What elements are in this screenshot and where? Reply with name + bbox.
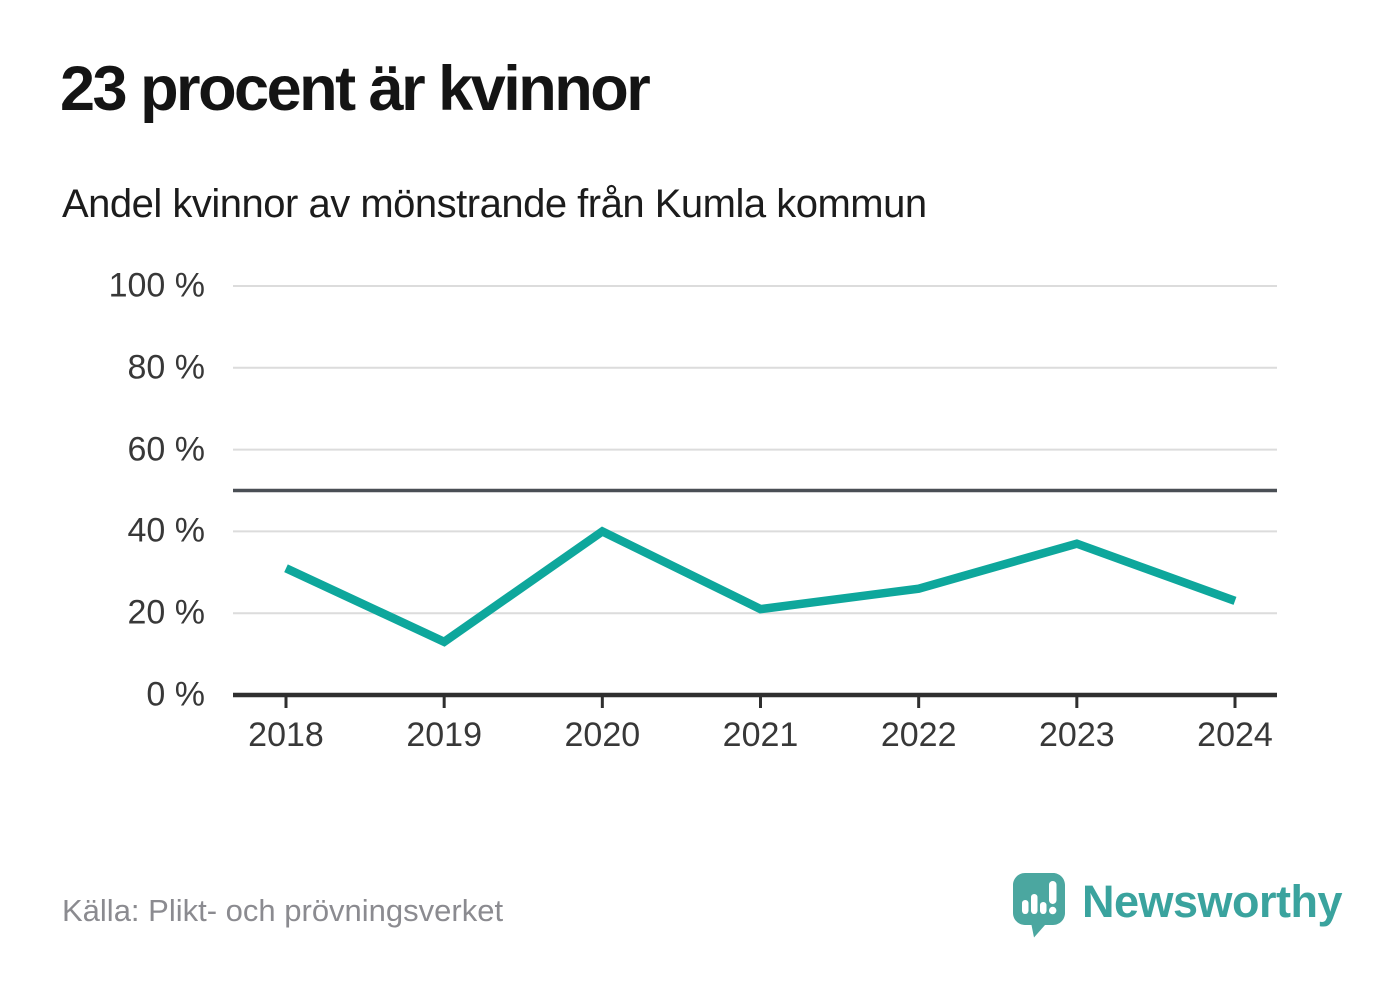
y-axis-tick-label: 100 % [108, 266, 205, 305]
newsworthy-logo-icon [1013, 873, 1065, 938]
chart-title: 23 procent är kvinnor [60, 54, 651, 124]
logo-bar-2 [1031, 894, 1038, 914]
logo-bar-1 [1022, 900, 1029, 914]
chart-subtitle: Andel kvinnor av mönstrande från Kumla k… [62, 182, 927, 226]
data-line [284, 526, 1237, 647]
x-axis-tick-label: 2022 [880, 716, 957, 754]
x-axis-tick-label: 2019 [406, 716, 482, 754]
x-axis-tick-label: 2024 [1197, 716, 1273, 754]
y-axis-tick-label: 0 % [146, 675, 205, 714]
y-axis-tick-label: 20 % [127, 593, 206, 632]
logo-bar-3 [1040, 902, 1047, 914]
y-axis-tick-label: 60 % [127, 430, 206, 469]
x-axis-tick-label: 2020 [564, 716, 641, 754]
logo-exclamation-dot [1049, 906, 1057, 915]
x-axis-tick-label: 2018 [248, 716, 324, 754]
logo-exclamation-bar [1049, 881, 1057, 904]
x-axis-tick-label: 2021 [722, 716, 799, 754]
source-attribution: Källa: Plikt- och prövningsverket [62, 893, 504, 928]
newsworthy-brand: Newsworthy [1012, 872, 1343, 938]
y-axis-tick-label: 40 % [127, 511, 206, 550]
x-axis-tick-label: 2023 [1039, 716, 1115, 754]
logo-speech-bubble [1013, 873, 1065, 938]
brand-name: Newsworthy [1082, 875, 1343, 927]
y-axis-tick-label: 80 % [127, 348, 206, 387]
